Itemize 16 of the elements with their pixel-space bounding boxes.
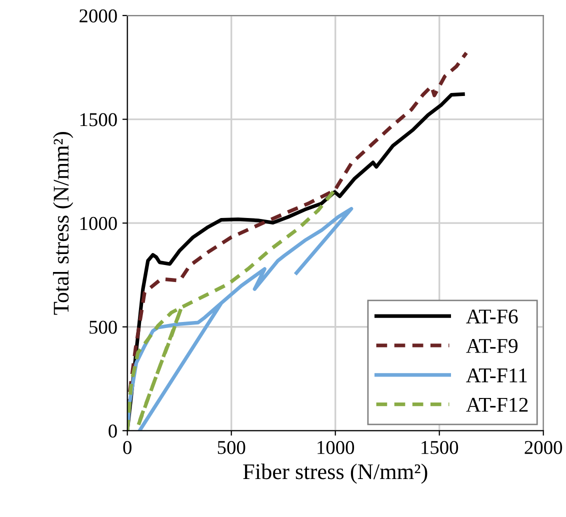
y-axis-title: Total stress (N/mm²) — [53, 132, 74, 315]
x-tick-label: 1000 — [318, 440, 354, 454]
x-tick-label: 0 — [123, 440, 132, 454]
legend-label: AT-F12 — [466, 398, 528, 412]
legend-label: AT-F9 — [466, 338, 518, 353]
y-tick-label: 1500 — [80, 113, 117, 126]
legend-label: AT-F6 — [466, 310, 518, 324]
y-tick-label: 2000 — [80, 9, 117, 22]
x-tick-label: 500 — [218, 440, 246, 454]
y-tick-label: 0 — [108, 424, 117, 438]
y-tick-label: 1000 — [80, 216, 117, 230]
x-axis-title: Fiber stress (N/mm²) — [243, 464, 428, 484]
y-tick-label: 500 — [90, 320, 117, 334]
x-tick-label: 1500 — [422, 440, 458, 454]
legend-label: AT-F11 — [466, 368, 527, 382]
x-tick-label: 2000 — [524, 440, 562, 454]
